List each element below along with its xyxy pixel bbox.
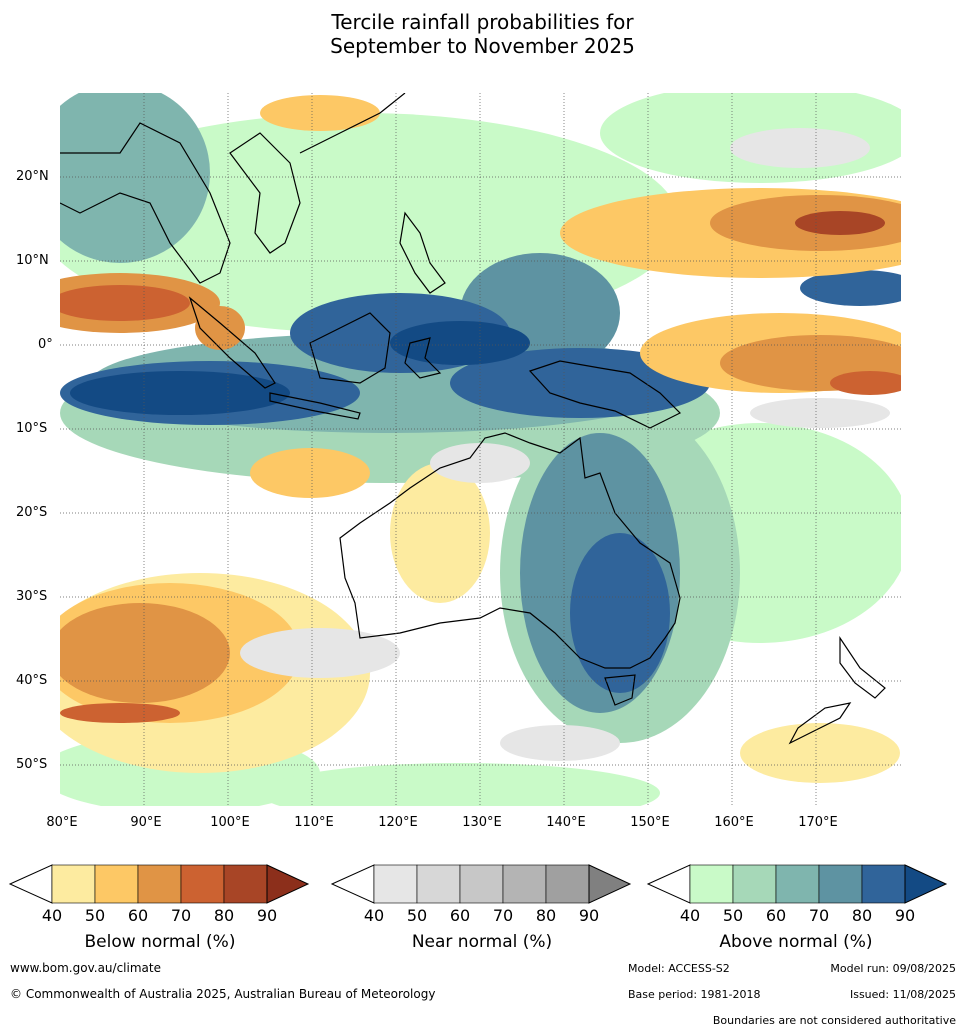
- near-tick-40: 40: [363, 906, 385, 925]
- philippines-coastline: [399, 211, 446, 294]
- near-normal-region: [240, 128, 890, 761]
- china-coastline: [299, 93, 406, 154]
- above-swatch-50: [732, 864, 777, 904]
- above-tick-60: 60: [765, 906, 787, 925]
- tasmania-coastline: [604, 674, 636, 706]
- lon-label-140e: 140°E: [546, 815, 586, 830]
- near-swatch-60: [459, 864, 504, 904]
- above-normal-colorbar: [646, 864, 948, 904]
- rainfall-probability-map: [60, 93, 901, 806]
- new-zealand-north-coastline: [839, 636, 886, 699]
- above-colorbar-max-arrow: [904, 864, 948, 904]
- below-normal-label: Below normal (%): [84, 932, 236, 952]
- boundary-disclaimer: Boundaries are not considered authoritat…: [712, 1014, 956, 1027]
- near-swatch-50: [416, 864, 461, 904]
- near-swatch-40: [373, 864, 418, 904]
- lat-label-20s: 20°S: [16, 505, 48, 520]
- website-link[interactable]: www.bom.gov.au/climate: [10, 961, 161, 975]
- above-tick-50: 50: [722, 906, 744, 925]
- lon-label-120e: 120°E: [378, 815, 418, 830]
- title-line-1: Tercile rainfall probabilities for: [331, 10, 634, 34]
- mainland-asia-coastline: [60, 122, 231, 284]
- issued-date: Issued: 11/08/2025: [849, 988, 956, 1001]
- below-swatch-50: [94, 864, 139, 904]
- below-swatch-70: [180, 864, 225, 904]
- near-tick-70: 70: [492, 906, 514, 925]
- below-normal-region: [60, 95, 901, 783]
- australia-coastline: [339, 432, 681, 669]
- below-tick-70: 70: [170, 906, 192, 925]
- near-swatch-80: [545, 864, 590, 904]
- near-colorbar-min-arrow: [330, 864, 375, 904]
- borneo-coastline: [309, 312, 391, 384]
- model-run-date: Model run: 09/08/2025: [830, 962, 956, 975]
- below-swatch-40: [51, 864, 96, 904]
- below-swatch-60: [137, 864, 182, 904]
- above-swatch-80: [861, 864, 906, 904]
- below-tick-60: 60: [127, 906, 149, 925]
- lon-label-110e: 110°E: [294, 815, 334, 830]
- copyright-text: © Commonwealth of Australia 2025, Austra…: [10, 987, 436, 1001]
- model-name: Model: ACCESS-S2: [628, 962, 730, 975]
- below-tick-40: 40: [41, 906, 63, 925]
- lon-label-80e: 80°E: [46, 815, 78, 830]
- lat-label-0: 0°: [38, 337, 53, 352]
- lat-label-50s: 50°S: [16, 757, 48, 772]
- below-colorbar-max-arrow: [266, 864, 310, 904]
- above-swatch-60: [775, 864, 820, 904]
- lon-label-150e: 150°E: [630, 815, 670, 830]
- above-colorbar-min-arrow: [646, 864, 691, 904]
- coastlines: [60, 93, 886, 745]
- above-swatch-40: [689, 864, 734, 904]
- map-title: Tercile rainfall probabilities for Septe…: [0, 10, 965, 58]
- above-normal-label: Above normal (%): [719, 932, 873, 952]
- below-tick-80: 80: [213, 906, 235, 925]
- below-tick-90: 90: [256, 906, 278, 925]
- below-normal-colorbar: [8, 864, 310, 904]
- near-tick-80: 80: [535, 906, 557, 925]
- near-swatch-70: [502, 864, 547, 904]
- below-colorbar-min-arrow: [8, 864, 53, 904]
- lon-label-130e: 130°E: [462, 815, 502, 830]
- new-guinea-coastline: [528, 360, 682, 429]
- lon-label-160e: 160°E: [714, 815, 754, 830]
- graticule: [60, 93, 901, 806]
- indochina-coastline: [229, 132, 301, 254]
- near-normal-label: Near normal (%): [411, 932, 553, 952]
- lat-label-10s: 10°S: [16, 421, 48, 436]
- lat-label-40s: 40°S: [16, 673, 48, 688]
- near-normal-colorbar: [330, 864, 632, 904]
- lat-label-10n: 10°N: [16, 253, 49, 268]
- new-zealand-south-coastline: [788, 702, 852, 745]
- near-colorbar-max-arrow: [588, 864, 632, 904]
- above-tick-90: 90: [894, 906, 916, 925]
- lon-label-90e: 90°E: [130, 815, 162, 830]
- lon-label-170e: 170°E: [798, 815, 838, 830]
- sumatra-coastline: [188, 296, 276, 389]
- near-tick-60: 60: [449, 906, 471, 925]
- lat-label-30s: 30°S: [16, 589, 48, 604]
- lat-label-20n: 20°N: [16, 169, 49, 184]
- near-tick-90: 90: [578, 906, 600, 925]
- below-tick-50: 50: [84, 906, 106, 925]
- base-period: Base period: 1981-2018: [628, 988, 761, 1001]
- above-normal-region: [60, 93, 901, 806]
- sulawesi-coastline: [404, 337, 442, 379]
- above-tick-70: 70: [808, 906, 830, 925]
- above-swatch-70: [818, 864, 863, 904]
- near-tick-50: 50: [406, 906, 428, 925]
- above-tick-80: 80: [851, 906, 873, 925]
- java-coastline: [269, 392, 361, 420]
- lon-label-100e: 100°E: [210, 815, 250, 830]
- below-swatch-80: [223, 864, 268, 904]
- above-tick-40: 40: [679, 906, 701, 925]
- title-line-2: September to November 2025: [330, 34, 635, 58]
